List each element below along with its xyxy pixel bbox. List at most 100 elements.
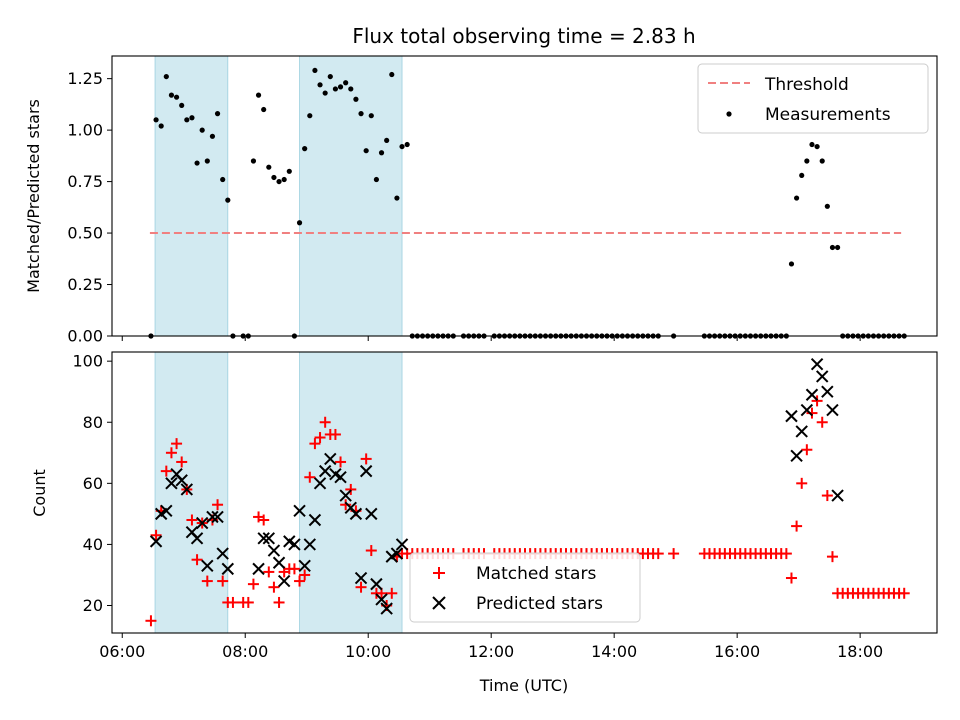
- predicted-star-point: [318, 464, 332, 478]
- x-ticks: 06:00 08:00 10:00 12:00 14:00 16:00 18:00: [99, 633, 883, 661]
- measurement-point: [261, 106, 267, 113]
- matched-star-point: [171, 438, 183, 450]
- measurement-point: [834, 244, 841, 251]
- measurement-point: [271, 174, 277, 181]
- observing-interval-1: [154, 351, 229, 634]
- predicted-star-point: [785, 409, 798, 423]
- measurement-point: [189, 115, 195, 121]
- measurement-point: [404, 141, 410, 148]
- predicted-star-point: [180, 483, 194, 496]
- measurement-point: [214, 111, 221, 117]
- matched-star-point: [898, 587, 910, 599]
- y-tick-label: 0.00: [67, 327, 103, 346]
- matched-star-point: [652, 548, 664, 560]
- legend: Matched stars Predicted stars: [409, 552, 641, 623]
- predicted-star-point: [324, 452, 337, 466]
- matched-star-point: [150, 529, 162, 541]
- matched-star-point: [294, 575, 306, 587]
- matched-star-point: [806, 407, 818, 419]
- matched-star-point: [201, 575, 213, 587]
- predicted-star-point: [216, 547, 229, 560]
- matched-star-point: [345, 483, 357, 495]
- x-tick-label: 10:00: [345, 642, 391, 661]
- y-tick-label: 40: [83, 535, 103, 554]
- measurement-point: [819, 158, 825, 164]
- measurement-point: [199, 127, 205, 133]
- matched-star-point: [780, 548, 792, 560]
- matched-star-point: [340, 499, 352, 511]
- measurement-point: [225, 197, 231, 203]
- predicted-star-point: [308, 513, 322, 527]
- measurement-point: [307, 113, 313, 119]
- plot-frame: [111, 351, 938, 634]
- matched-star-point: [355, 581, 367, 593]
- measurement-point: [255, 92, 262, 98]
- predicted-star-point: [816, 370, 829, 383]
- matched-star-point: [227, 596, 239, 608]
- predicted-star-point: [313, 477, 327, 490]
- matched-star-point: [309, 438, 321, 450]
- measurement-point: [829, 244, 836, 251]
- predicted-star-point: [831, 489, 844, 502]
- matched-star-point: [258, 514, 270, 526]
- predicted-star-point: [380, 602, 393, 615]
- measurement-point: [302, 146, 308, 152]
- matched-star-point: [329, 428, 341, 440]
- measurement-point: [163, 73, 169, 80]
- measurement-point: [276, 178, 282, 185]
- matched-star-point: [816, 416, 828, 428]
- predicted-star-point: [354, 571, 368, 585]
- measurement-point: [814, 143, 820, 150]
- x-tick-label: 08:00: [222, 642, 268, 661]
- measurement-point: [337, 84, 344, 90]
- predicted-star-point: [795, 425, 808, 438]
- measurement-point: [394, 195, 400, 201]
- y-tick-label: 0.75: [67, 172, 103, 191]
- predicted-star-point: [262, 532, 276, 545]
- matched-star-point: [176, 456, 188, 468]
- measurement-point: [153, 117, 159, 123]
- y-ticks: 0.00 0.25 0.50 0.75 1.00 1.25: [67, 69, 112, 346]
- matched-star-point: [335, 456, 347, 468]
- predicted-star-point: [826, 403, 839, 417]
- matched-star-point: [191, 554, 203, 566]
- legend: Threshold Measurements: [697, 63, 929, 134]
- measurement-point: [179, 102, 185, 109]
- matched-star-point: [304, 471, 316, 483]
- measurement-point: [322, 90, 328, 96]
- measurement-point: [332, 86, 339, 92]
- measurement-point: [168, 92, 175, 98]
- predicted-star-point: [359, 464, 373, 478]
- legend-box: [409, 552, 641, 623]
- measurement-point: [368, 113, 374, 119]
- matched-star-point: [319, 416, 331, 428]
- measurement-point: [373, 176, 380, 183]
- panel-counts: 20 40 60 80 100 06:00 08:00 10:00 12:00 14:00 16:…: [30, 351, 938, 695]
- predicted-star-point: [149, 535, 163, 548]
- matched-star-point: [785, 572, 797, 584]
- predicted-star-point: [349, 507, 363, 521]
- y-axis-label: Matched/Predicted stars: [24, 99, 43, 293]
- predicted-star-point: [211, 510, 224, 524]
- measurement-point: [158, 123, 164, 129]
- predicted-star-point: [375, 593, 388, 606]
- predicted-star-point: [334, 471, 347, 484]
- shaded-intervals: [154, 55, 403, 337]
- predicted-star-point: [272, 556, 286, 569]
- matched-star-point: [299, 569, 311, 581]
- measurement-point: [296, 220, 303, 226]
- predicted-star-point: [298, 559, 311, 573]
- y-tick-label: 100: [72, 352, 103, 371]
- predicted-star-point: [390, 547, 404, 560]
- x-axis-label: Time (UTC): [479, 676, 568, 695]
- measurement-point: [353, 96, 359, 102]
- matched-star-point: [145, 615, 157, 627]
- measurement-point: [266, 164, 272, 170]
- predicted-star-point: [810, 358, 824, 371]
- y-tick-label: 0.50: [67, 224, 103, 243]
- predicted-star-point: [267, 544, 281, 557]
- measurement-point: [250, 158, 257, 164]
- matched-star-point: [242, 596, 254, 608]
- matched-star-point: [288, 563, 300, 575]
